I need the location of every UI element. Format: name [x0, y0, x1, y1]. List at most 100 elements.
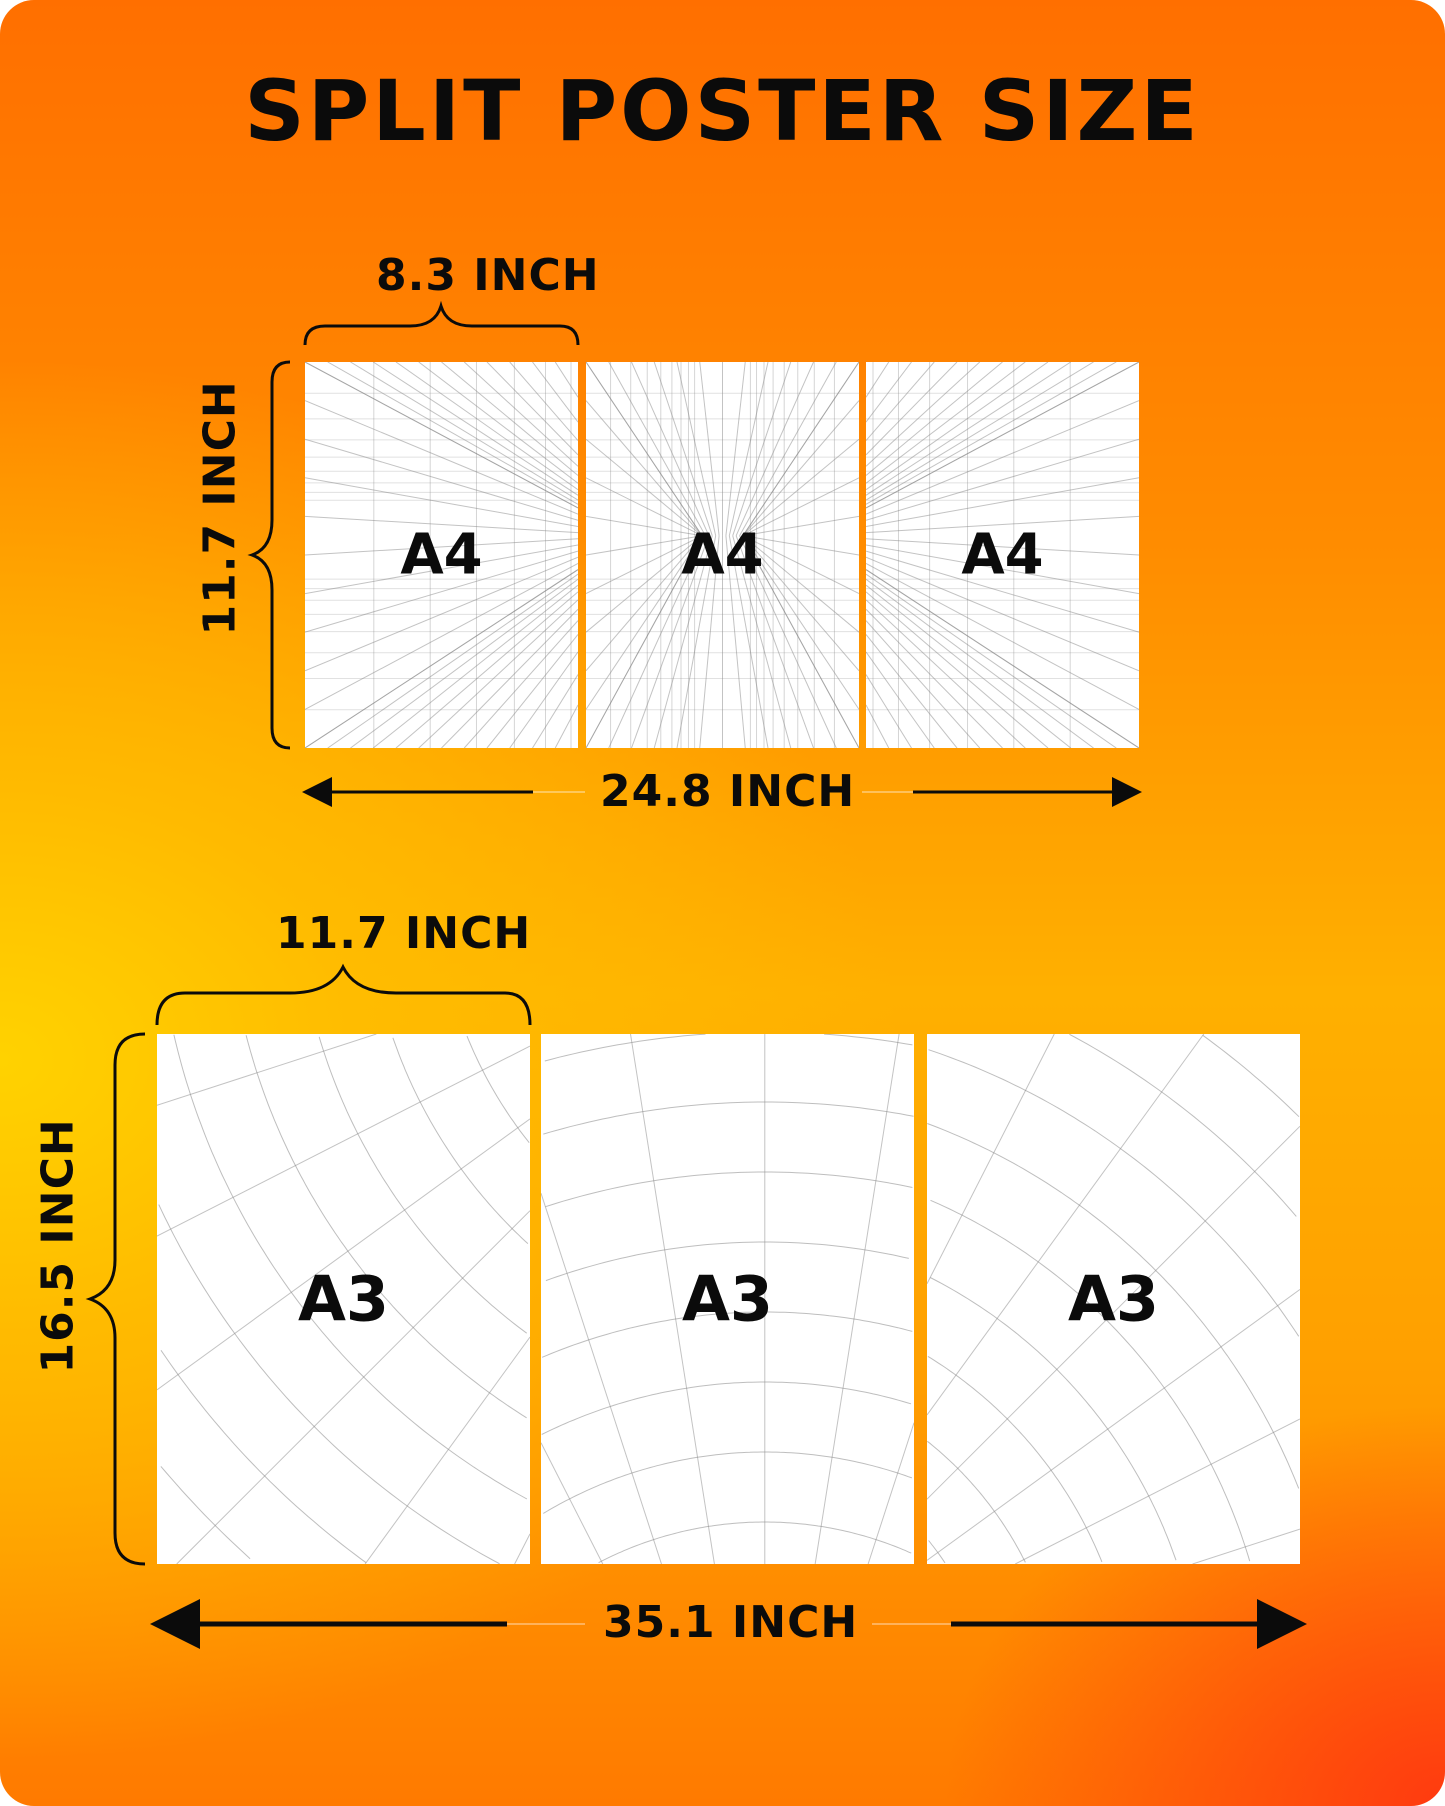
- grid-line: [742, 362, 859, 536]
- grid-line: [699, 535, 720, 748]
- grid-line: [586, 400, 703, 537]
- perspective-grid: [586, 362, 859, 748]
- grid-line: [866, 578, 1094, 748]
- grid-line: [866, 584, 1072, 748]
- grid-arc: [543, 1101, 914, 1135]
- grid-line: [867, 1422, 914, 1564]
- grid-line: [866, 362, 981, 467]
- a3-width-brace: [155, 963, 532, 1026]
- grid-line: [395, 591, 578, 748]
- grid-line: [305, 362, 578, 509]
- grid-line: [586, 477, 703, 537]
- grid-line: [532, 362, 578, 423]
- grid-line: [509, 651, 578, 748]
- a4-height-brace: [247, 360, 291, 750]
- grid-arc: [545, 1171, 913, 1208]
- grid-line: [586, 535, 703, 556]
- grid-line: [725, 535, 746, 748]
- grid-arc: [543, 1451, 913, 1514]
- grid-line: [866, 573, 1117, 748]
- panel-label: A3: [1067, 1262, 1160, 1336]
- grid-line: [866, 362, 1094, 501]
- grid-line: [866, 620, 981, 748]
- a3-panel-3: A3: [927, 1034, 1300, 1564]
- a3-width-label: 11.7 INCH: [276, 908, 532, 959]
- grid-arc: [927, 1355, 1103, 1563]
- grid-arc: [927, 1440, 1026, 1563]
- grid-line: [742, 400, 859, 537]
- grid-line: [350, 362, 578, 501]
- grid-line: [586, 362, 703, 536]
- grid-line: [554, 704, 578, 748]
- grid-line: [735, 535, 814, 748]
- grid-line: [608, 362, 706, 536]
- grid-arc: [466, 1035, 530, 1144]
- grid-line: [927, 1034, 1055, 1284]
- grid-line: [866, 704, 890, 748]
- grid-line: [418, 362, 578, 484]
- grid-line: [866, 599, 1026, 748]
- grid-line: [866, 556, 1139, 672]
- a4-panel-1: A4: [305, 362, 578, 748]
- a3-panel-1: A3: [157, 1034, 530, 1564]
- grid-arc: [541, 1311, 913, 1358]
- grid-line: [728, 362, 769, 536]
- grid-line: [631, 535, 710, 748]
- grid-line: [866, 674, 912, 748]
- grid-line: [866, 362, 1049, 491]
- grid-line: [866, 608, 1003, 748]
- grid-arc: [929, 1277, 1177, 1561]
- grid-line: [586, 515, 703, 537]
- grid-line: [1192, 1528, 1300, 1564]
- grid-line: [541, 1193, 662, 1564]
- grid-line: [927, 1125, 1300, 1500]
- grid-line: [586, 535, 703, 710]
- grid-line: [742, 438, 859, 537]
- grid-line: [742, 535, 859, 556]
- grid-line: [676, 362, 717, 536]
- grid-arc: [173, 1034, 528, 1500]
- grid-line: [728, 535, 769, 748]
- grid-line: [742, 515, 859, 537]
- grid-line: [866, 515, 1139, 534]
- grid-arc: [245, 1035, 527, 1419]
- grid-line: [732, 362, 792, 536]
- grid-line: [653, 362, 713, 536]
- grid-line: [866, 362, 1003, 476]
- grid-line: [157, 1118, 530, 1391]
- grid-line: [735, 362, 814, 536]
- curved-grid: [157, 1034, 530, 1564]
- grid-line: [866, 400, 1139, 515]
- a4-width-brace: [303, 300, 580, 346]
- a3-panel-2: A3: [541, 1034, 914, 1564]
- grid-line: [364, 1336, 530, 1564]
- grid-line: [866, 362, 1072, 496]
- grid-line: [742, 535, 859, 710]
- grid-line: [927, 1034, 1205, 1416]
- grid-line: [866, 362, 890, 398]
- grid-line: [866, 362, 1139, 509]
- grid-line: [742, 535, 859, 748]
- grid-line: [350, 578, 578, 748]
- grid-line: [176, 1210, 530, 1564]
- grid-line: [305, 538, 578, 556]
- grid-line: [866, 544, 1139, 595]
- grid-line: [866, 362, 1026, 484]
- grid-arc: [598, 1521, 912, 1564]
- grid-line: [866, 634, 958, 748]
- grid-line: [742, 535, 859, 595]
- grid-arc: [930, 1199, 1251, 1562]
- grid-line: [866, 362, 1117, 505]
- grid-arc: [927, 1123, 1300, 1489]
- a3-total-width-label: 35.1 INCH: [603, 1597, 859, 1648]
- panel-label: A3: [681, 1262, 774, 1336]
- grid-line: [739, 535, 837, 748]
- a4-total-width-label: 24.8 INCH: [600, 766, 856, 817]
- grid-line: [463, 620, 578, 748]
- grid-line: [629, 1034, 715, 1564]
- grid-arc: [541, 1381, 912, 1435]
- panel-label: A4: [961, 522, 1044, 588]
- grid-line: [676, 535, 717, 748]
- grid-line: [732, 535, 792, 748]
- a4-panel-3: A4: [866, 362, 1139, 748]
